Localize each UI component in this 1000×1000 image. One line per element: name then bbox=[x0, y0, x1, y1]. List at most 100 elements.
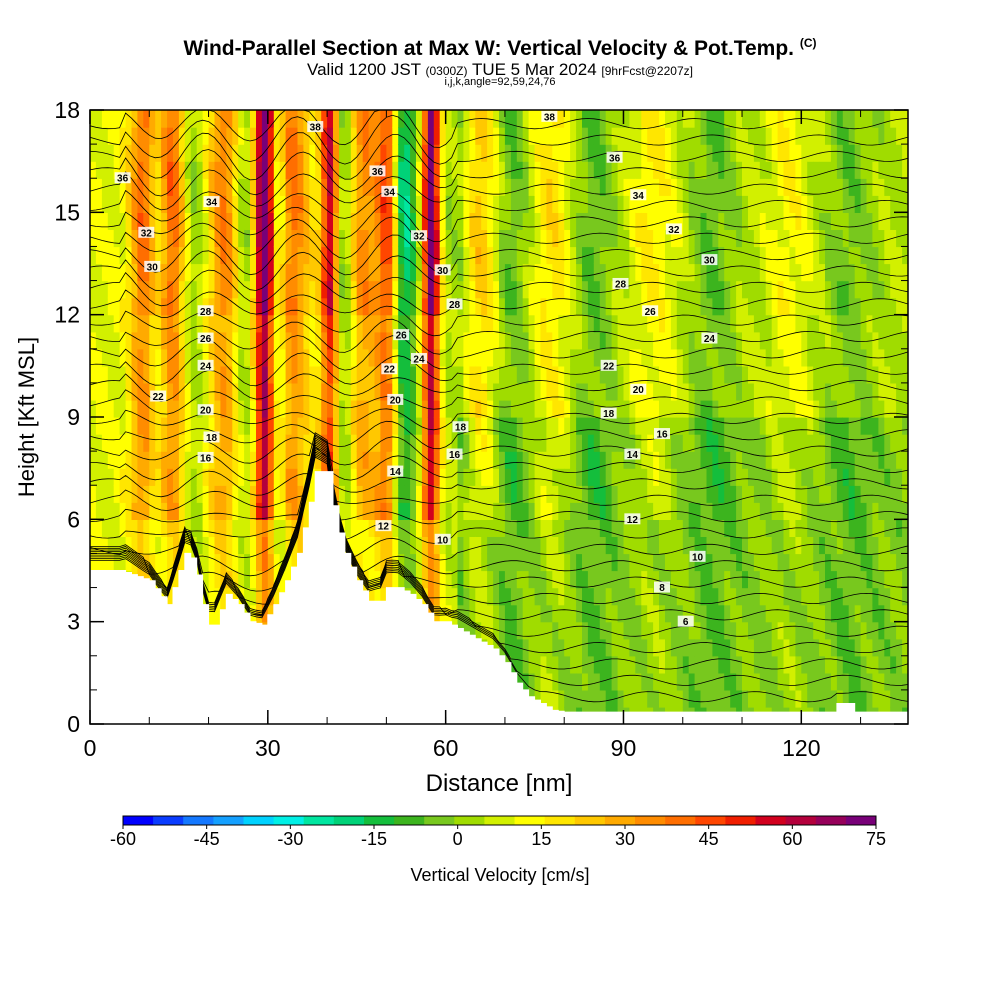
velocity-cell bbox=[599, 280, 607, 299]
velocity-cell bbox=[297, 110, 304, 128]
velocity-cell bbox=[469, 536, 476, 555]
velocity-cell bbox=[546, 331, 553, 350]
velocity-cell bbox=[546, 399, 553, 418]
velocity-cell bbox=[510, 451, 518, 469]
velocity-cell bbox=[807, 485, 814, 503]
velocity-cell bbox=[807, 638, 814, 657]
velocity-cell bbox=[759, 399, 767, 418]
velocity-cell bbox=[439, 144, 447, 162]
velocity-cell bbox=[439, 434, 447, 452]
velocity-cell bbox=[404, 280, 411, 299]
velocity-cell bbox=[421, 365, 429, 384]
velocity-cell bbox=[753, 161, 761, 179]
velocity-cell bbox=[866, 536, 873, 555]
velocity-cell bbox=[131, 468, 138, 486]
velocity-cell bbox=[623, 621, 630, 640]
velocity-cell bbox=[807, 144, 814, 162]
velocity-cell bbox=[220, 280, 227, 299]
velocity-cell bbox=[528, 229, 536, 248]
velocity-cell bbox=[344, 519, 352, 537]
velocity-cell bbox=[404, 502, 411, 520]
velocity-cell bbox=[90, 434, 97, 452]
velocity-cell bbox=[238, 519, 245, 537]
velocity-cell bbox=[368, 536, 376, 555]
velocity-cell bbox=[457, 331, 464, 350]
velocity-cell bbox=[890, 110, 897, 128]
velocity-cell bbox=[813, 536, 820, 555]
velocity-cell bbox=[842, 246, 850, 265]
velocity-cell bbox=[107, 161, 115, 179]
velocity-cell bbox=[285, 536, 293, 555]
velocity-cell bbox=[676, 655, 684, 674]
velocity-cell bbox=[848, 672, 856, 691]
velocity-cell bbox=[552, 246, 559, 265]
velocity-cell bbox=[617, 399, 625, 418]
velocity-cell bbox=[789, 365, 796, 384]
velocity-cell bbox=[510, 587, 518, 606]
velocity-cell bbox=[836, 399, 844, 418]
velocity-cell bbox=[208, 417, 216, 435]
velocity-cell bbox=[593, 246, 601, 265]
velocity-cell bbox=[694, 451, 702, 469]
velocity-cell bbox=[350, 161, 358, 179]
velocity-cell bbox=[659, 417, 666, 435]
velocity-cell bbox=[155, 434, 162, 452]
velocity-cell bbox=[748, 229, 755, 248]
velocity-cell bbox=[309, 399, 316, 418]
velocity-cell bbox=[522, 382, 530, 401]
velocity-cell bbox=[327, 195, 334, 213]
velocity-cell bbox=[445, 195, 453, 213]
velocity-cell bbox=[469, 161, 476, 179]
velocity-cell bbox=[392, 451, 399, 469]
velocity-cell bbox=[451, 144, 459, 162]
velocity-cell bbox=[90, 399, 97, 418]
velocity-cell bbox=[647, 655, 654, 674]
velocity-cell bbox=[635, 621, 642, 640]
velocity-cell bbox=[552, 485, 559, 503]
velocity-cell bbox=[113, 553, 121, 572]
velocity-cell bbox=[321, 195, 328, 213]
velocity-cell bbox=[368, 434, 376, 452]
velocity-cell bbox=[753, 587, 761, 606]
velocity-cell bbox=[125, 280, 133, 299]
velocity-cell bbox=[534, 621, 542, 640]
velocity-cell bbox=[825, 331, 832, 350]
velocity-cell bbox=[273, 229, 281, 248]
velocity-cell bbox=[427, 434, 435, 452]
velocity-cell bbox=[623, 689, 630, 708]
velocity-cell bbox=[694, 161, 702, 179]
velocity-cell bbox=[896, 604, 903, 623]
velocity-cell bbox=[125, 314, 133, 333]
velocity-cell bbox=[836, 110, 844, 128]
velocity-cell bbox=[593, 502, 601, 520]
velocity-cell bbox=[463, 451, 470, 469]
velocity-cell bbox=[884, 161, 891, 179]
velocity-cell bbox=[149, 195, 156, 213]
velocity-cell bbox=[896, 587, 903, 606]
velocity-cell bbox=[552, 604, 559, 623]
velocity-cell bbox=[860, 689, 868, 708]
velocity-cell bbox=[629, 672, 636, 691]
velocity-cell bbox=[309, 468, 316, 486]
velocity-cell bbox=[516, 672, 524, 691]
velocity-cell bbox=[368, 331, 376, 350]
velocity-cell bbox=[724, 638, 731, 657]
velocity-cell bbox=[285, 365, 293, 384]
velocity-cell bbox=[801, 417, 808, 435]
velocity-cell bbox=[706, 587, 713, 606]
velocity-cell bbox=[552, 519, 559, 537]
velocity-cell bbox=[279, 212, 287, 230]
velocity-cell bbox=[724, 382, 731, 401]
velocity-cell bbox=[291, 519, 298, 537]
velocity-cell bbox=[872, 434, 879, 452]
velocity-cell bbox=[327, 246, 334, 265]
velocity-cell bbox=[629, 212, 636, 230]
velocity-cell bbox=[848, 399, 856, 418]
velocity-cell bbox=[718, 280, 725, 299]
velocity-cell bbox=[813, 280, 820, 299]
velocity-cell bbox=[439, 519, 447, 537]
velocity-cell bbox=[653, 621, 660, 640]
velocity-cell bbox=[339, 331, 346, 350]
velocity-cell bbox=[623, 553, 630, 572]
velocity-cell bbox=[392, 331, 399, 350]
